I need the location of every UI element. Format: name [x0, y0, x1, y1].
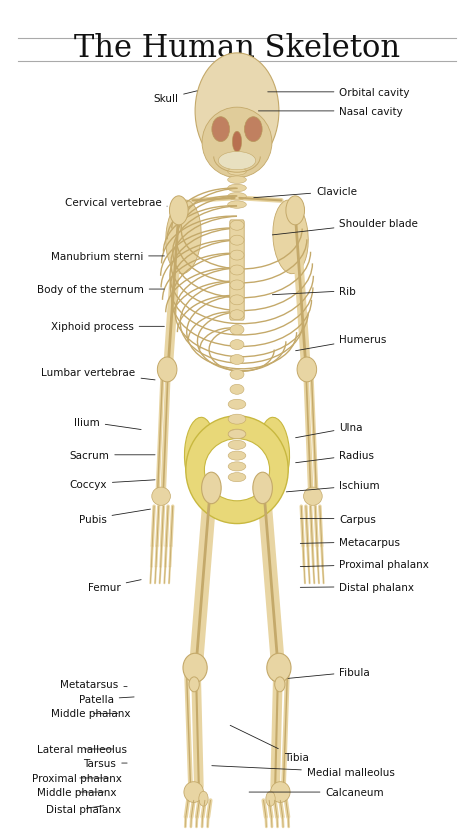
- Text: Coccyx: Coccyx: [69, 479, 155, 489]
- Ellipse shape: [230, 385, 244, 395]
- Ellipse shape: [201, 472, 221, 504]
- Ellipse shape: [230, 370, 244, 380]
- Text: Proximal phalanx: Proximal phalanx: [301, 559, 429, 569]
- Text: Lumbar vertebrae: Lumbar vertebrae: [41, 368, 155, 380]
- Ellipse shape: [228, 400, 246, 410]
- Text: Skull: Skull: [153, 92, 197, 104]
- Ellipse shape: [228, 201, 246, 209]
- Ellipse shape: [230, 281, 244, 291]
- Text: Manubrium sterni: Manubrium sterni: [51, 252, 164, 262]
- Text: Tarsus: Tarsus: [83, 758, 127, 768]
- Text: Lateral malleolus: Lateral malleolus: [37, 744, 127, 754]
- Ellipse shape: [273, 201, 308, 274]
- Ellipse shape: [266, 792, 275, 806]
- Text: Distal phalanx: Distal phalanx: [46, 803, 121, 813]
- Ellipse shape: [230, 295, 244, 305]
- Text: Proximal phalanx: Proximal phalanx: [32, 773, 122, 783]
- Ellipse shape: [230, 310, 244, 320]
- Text: Ilium: Ilium: [74, 417, 141, 430]
- Ellipse shape: [267, 654, 291, 682]
- Text: Metacarpus: Metacarpus: [301, 538, 401, 547]
- Text: Sacrum: Sacrum: [69, 451, 155, 461]
- Ellipse shape: [232, 132, 242, 153]
- Ellipse shape: [228, 445, 246, 455]
- Ellipse shape: [189, 677, 199, 692]
- Ellipse shape: [157, 358, 177, 382]
- Text: Patella: Patella: [79, 695, 134, 705]
- Ellipse shape: [228, 415, 246, 425]
- Ellipse shape: [271, 782, 290, 803]
- Ellipse shape: [184, 418, 215, 487]
- Ellipse shape: [286, 196, 304, 226]
- Ellipse shape: [245, 118, 262, 142]
- Ellipse shape: [228, 193, 246, 201]
- Ellipse shape: [228, 430, 246, 440]
- Ellipse shape: [230, 251, 244, 261]
- Text: Xiphoid process: Xiphoid process: [51, 322, 164, 332]
- Ellipse shape: [228, 451, 246, 461]
- Ellipse shape: [228, 169, 246, 176]
- Text: Middle phalanx: Middle phalanx: [51, 708, 130, 718]
- FancyBboxPatch shape: [230, 221, 244, 321]
- Text: Ischium: Ischium: [286, 481, 380, 492]
- Ellipse shape: [186, 416, 288, 524]
- Ellipse shape: [230, 340, 244, 350]
- Ellipse shape: [297, 358, 317, 382]
- Ellipse shape: [275, 677, 285, 692]
- Ellipse shape: [303, 487, 322, 506]
- Ellipse shape: [170, 196, 188, 226]
- Ellipse shape: [183, 654, 207, 682]
- Ellipse shape: [195, 54, 279, 170]
- Ellipse shape: [228, 430, 246, 439]
- Text: Body of the sternum: Body of the sternum: [37, 285, 164, 295]
- Ellipse shape: [219, 152, 255, 171]
- Ellipse shape: [184, 782, 203, 803]
- Text: Clavicle: Clavicle: [254, 187, 357, 198]
- Text: Orbital cavity: Orbital cavity: [268, 88, 410, 98]
- Text: Calcaneum: Calcaneum: [249, 788, 384, 797]
- Ellipse shape: [228, 441, 246, 450]
- Ellipse shape: [230, 236, 244, 246]
- Ellipse shape: [228, 176, 246, 184]
- Ellipse shape: [228, 462, 246, 472]
- Text: Shoulder blade: Shoulder blade: [273, 218, 419, 236]
- Text: Metatarsus: Metatarsus: [60, 680, 127, 690]
- Text: Distal phalanx: Distal phalanx: [301, 582, 414, 592]
- Ellipse shape: [212, 118, 229, 142]
- Text: Pubis: Pubis: [79, 509, 150, 524]
- Text: Medial malleolus: Medial malleolus: [212, 766, 395, 777]
- Ellipse shape: [228, 185, 246, 192]
- Ellipse shape: [204, 439, 270, 501]
- Text: Carpus: Carpus: [301, 514, 376, 524]
- Text: Middle phalanx: Middle phalanx: [37, 788, 116, 797]
- Text: Fibula: Fibula: [273, 667, 370, 681]
- Ellipse shape: [230, 221, 244, 231]
- Text: Ulna: Ulna: [296, 423, 363, 438]
- Ellipse shape: [230, 355, 244, 365]
- Text: Humerus: Humerus: [296, 334, 387, 351]
- Ellipse shape: [199, 792, 208, 806]
- Ellipse shape: [253, 472, 273, 504]
- Ellipse shape: [228, 460, 246, 469]
- Text: Nasal cavity: Nasal cavity: [258, 107, 403, 117]
- Ellipse shape: [230, 266, 244, 276]
- Ellipse shape: [202, 108, 272, 178]
- Ellipse shape: [228, 473, 246, 482]
- Text: Rib: Rib: [273, 287, 356, 296]
- Text: Radius: Radius: [296, 451, 374, 463]
- Ellipse shape: [259, 418, 290, 487]
- Ellipse shape: [230, 325, 244, 335]
- Text: Tibia: Tibia: [230, 726, 309, 762]
- Ellipse shape: [152, 487, 171, 506]
- Text: Femur: Femur: [88, 580, 141, 593]
- Ellipse shape: [166, 201, 201, 274]
- Text: Cervical vertebrae: Cervical vertebrae: [65, 198, 167, 208]
- Text: The Human Skeleton: The Human Skeleton: [74, 33, 400, 64]
